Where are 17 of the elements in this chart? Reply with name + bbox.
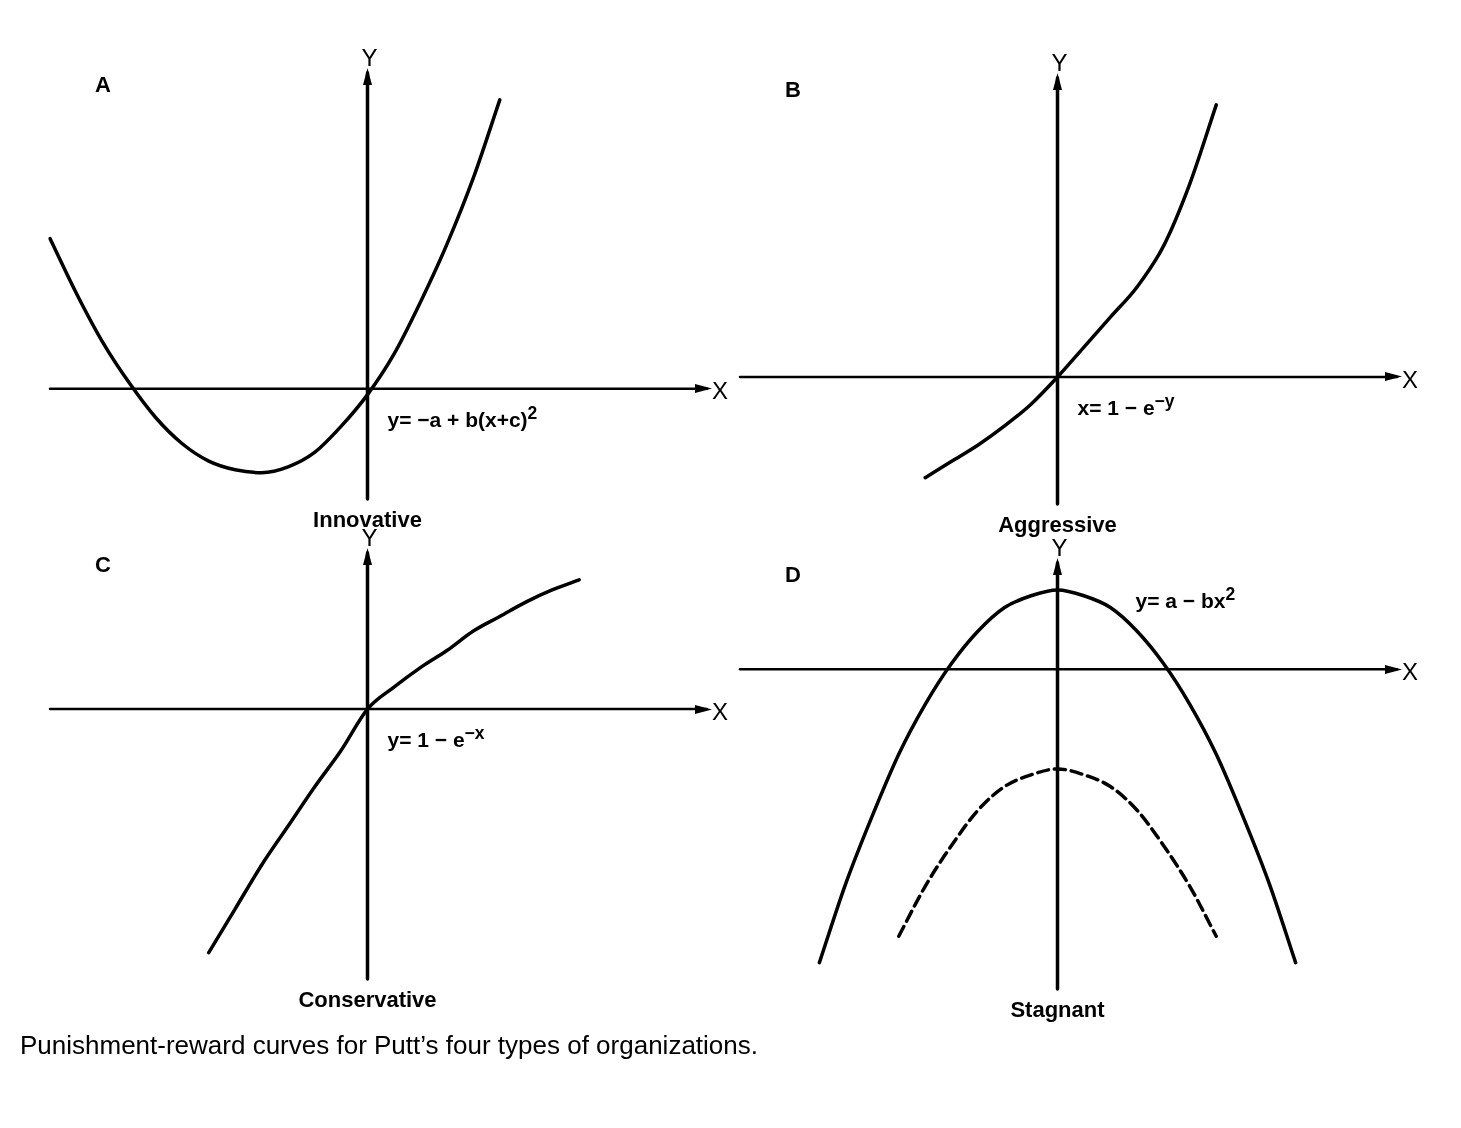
annotation: y= 1 − e$^{−x}$: [387, 723, 485, 753]
x-axis-title: X: [1402, 657, 1419, 685]
chart-title: D: [785, 562, 801, 588]
x-axis-title: X: [712, 697, 729, 725]
chart-title: A: [95, 72, 111, 98]
x-axis-title: X: [712, 377, 729, 405]
annotation: y= a − bx$^{2}$: [1135, 583, 1236, 613]
text: Conservative: [298, 987, 437, 1013]
x-axis-title: X: [1402, 365, 1419, 393]
y-axis-title: Y: [1051, 48, 1068, 76]
y-axis-title: Y: [361, 43, 378, 71]
chart-title: B: [785, 77, 801, 103]
annotation: y= −a + b(x+c)$^{2}$: [387, 402, 538, 432]
text: Punishment-reward curves for Putt’s four types of organizations.: [20, 1030, 758, 1061]
chart-title: C: [95, 552, 111, 578]
text: Stagnant: [1010, 997, 1105, 1023]
annotation: x= 1 − e$^{−y}$: [1077, 390, 1175, 420]
